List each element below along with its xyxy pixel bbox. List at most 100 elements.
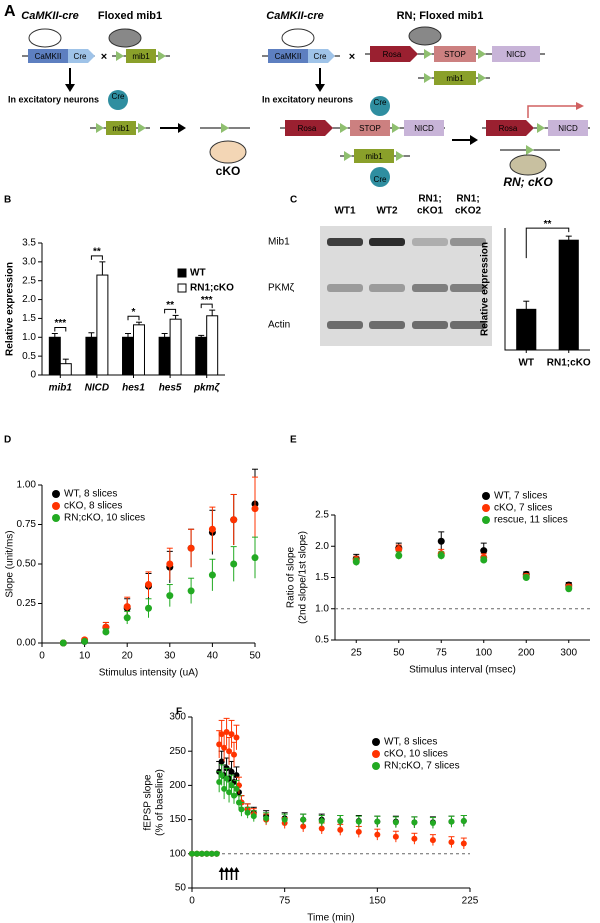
- loxp: [340, 123, 348, 133]
- point: [411, 835, 418, 842]
- y-tick-label: 1.5: [315, 572, 329, 583]
- mouse: [408, 26, 442, 46]
- significance-label: **: [93, 246, 101, 257]
- point: [230, 560, 238, 568]
- point: [193, 850, 200, 857]
- y-tick-label: 2.0: [22, 294, 36, 305]
- band: [412, 238, 448, 246]
- point: [228, 768, 235, 775]
- label: Cre: [374, 98, 387, 107]
- point: [460, 840, 467, 847]
- point: [166, 592, 174, 600]
- y-axis-label: Ratio of slope: [286, 546, 297, 608]
- point: [145, 604, 152, 612]
- label: NICD: [414, 124, 434, 133]
- stimulus-arrowhead: [228, 867, 235, 872]
- point: [208, 850, 215, 857]
- y-tick-label: 2.5: [315, 510, 329, 521]
- x-tick-label: mib1: [49, 383, 73, 394]
- point: [145, 581, 152, 589]
- lane-label: RN1;: [418, 194, 441, 205]
- point: [480, 547, 488, 555]
- point: [228, 731, 235, 738]
- mouse: [509, 154, 547, 176]
- point: [437, 537, 445, 545]
- x-tick-label: 10: [79, 651, 91, 662]
- bar: [85, 336, 98, 376]
- cre-enzyme: [370, 96, 390, 116]
- point: [102, 628, 110, 636]
- x-tick-label: WT: [518, 358, 534, 369]
- y-tick-label: 250: [169, 746, 186, 757]
- point: [480, 556, 488, 564]
- point: [429, 820, 436, 827]
- x-axis-label: Time (min): [307, 913, 354, 923]
- x-tick-label: hes1: [122, 383, 145, 394]
- gene-box: [268, 49, 308, 63]
- mouse: [209, 140, 247, 164]
- gene-box: [68, 49, 95, 63]
- x-tick-label: 25: [351, 648, 363, 659]
- gene-box: [548, 120, 588, 136]
- point: [213, 850, 220, 857]
- point: [233, 785, 240, 792]
- x-tick-label: 300: [560, 648, 577, 659]
- label: ×: [101, 51, 107, 63]
- y-axis-label: (% of baseline): [155, 769, 166, 836]
- x-tick-label: 30: [164, 651, 176, 662]
- bar: [169, 318, 182, 376]
- significance-label: **: [544, 219, 552, 230]
- legend-swatch: [372, 750, 380, 758]
- point: [300, 816, 307, 823]
- y-axis-label: Relative expression: [480, 242, 491, 336]
- x-tick-label: 50: [393, 648, 405, 659]
- point: [208, 525, 216, 533]
- label: NICD: [506, 50, 526, 59]
- legend-label: WT, 7 slices: [494, 491, 547, 502]
- legend-swatch: [372, 738, 380, 746]
- point: [318, 817, 325, 824]
- point: [318, 825, 325, 832]
- gene-box: [354, 149, 394, 163]
- y-tick-label: 200: [169, 780, 186, 791]
- gene-box: [285, 120, 333, 136]
- legend-swatch: [482, 516, 490, 524]
- point: [429, 837, 436, 844]
- legend-label: RN1;cKO: [190, 283, 234, 294]
- legend-label: WT, 8 slices: [384, 737, 437, 748]
- label: STOP: [359, 124, 381, 133]
- panel-label: D: [4, 435, 11, 446]
- panel-label: B: [4, 195, 11, 206]
- arrow: [178, 123, 186, 133]
- point: [251, 505, 259, 513]
- significance-label: **: [166, 300, 174, 311]
- point: [565, 585, 573, 593]
- band: [369, 238, 405, 246]
- x-tick-label: hes5: [159, 383, 182, 394]
- label: mib1: [446, 74, 464, 83]
- lane-label: RN1;: [456, 194, 479, 205]
- significance-bracket: [164, 308, 177, 314]
- gene-box: [126, 49, 156, 63]
- label: CaMKII-cre: [266, 10, 323, 22]
- point: [221, 744, 228, 751]
- legend-label: RN;cKO, 7 slices: [384, 761, 460, 772]
- label: Cre: [374, 175, 387, 184]
- lane-label: WT1: [334, 206, 356, 217]
- band: [450, 321, 486, 329]
- point: [337, 826, 344, 833]
- y-tick-label: 0.5: [22, 351, 36, 362]
- stimulus-arrowhead: [223, 867, 230, 872]
- x-tick-label: 40: [207, 651, 219, 662]
- y-tick-label: 3.0: [22, 256, 36, 267]
- x-tick-label: 75: [436, 648, 448, 659]
- x-tick-label: 0: [39, 651, 45, 662]
- y-tick-label: 0.50: [17, 559, 37, 570]
- legend-swatch: [177, 283, 187, 293]
- legend-label: cKO, 10 slices: [384, 749, 448, 760]
- y-tick-label: 1.0: [22, 332, 36, 343]
- bar: [516, 308, 537, 351]
- legend-swatch: [372, 762, 380, 770]
- point: [166, 560, 174, 568]
